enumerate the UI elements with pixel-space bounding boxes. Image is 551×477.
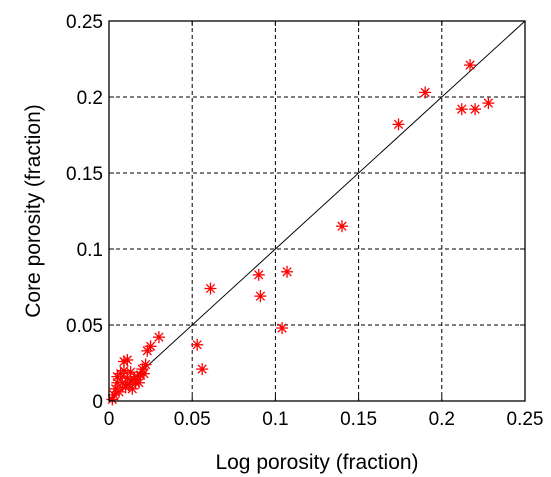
data-point — [121, 353, 134, 366]
y-tick-label: 0 — [92, 392, 103, 413]
x-tick-label: 0.05 — [174, 409, 211, 430]
y-tick-label: 0.2 — [77, 88, 103, 109]
y-axis-title: Core porosity (fraction) — [22, 104, 45, 318]
data-point — [254, 290, 267, 303]
plot-frame — [108, 20, 526, 402]
data-point — [392, 118, 405, 131]
data-point — [144, 340, 157, 353]
y-tick-labels: 0 0.05 0.1 0.15 0.2 0.25 — [66, 12, 103, 413]
data-point — [469, 103, 482, 116]
data-point — [464, 59, 477, 72]
data-point — [132, 376, 145, 389]
x-tick-label: 0.15 — [340, 409, 377, 430]
y-tick-label: 0.1 — [77, 240, 103, 261]
data-point — [252, 268, 265, 281]
data-point — [112, 385, 125, 398]
data-points — [106, 59, 495, 406]
data-point — [276, 322, 289, 335]
x-tick-label: 0 — [104, 409, 115, 430]
data-point — [281, 265, 294, 278]
data-point — [482, 97, 495, 110]
x-tick-labels: 0 0.05 0.1 0.15 0.2 0.25 — [104, 409, 544, 430]
data-point — [335, 220, 348, 233]
data-point — [455, 103, 468, 116]
data-point — [137, 367, 150, 380]
data-point — [152, 331, 165, 344]
reference-line-y-equals-x — [108, 20, 526, 402]
x-axis-title: Log porosity (fraction) — [215, 451, 418, 474]
data-point — [191, 338, 204, 351]
x-tick-label: 0.1 — [262, 409, 288, 430]
y-tick-label: 0.05 — [66, 316, 103, 337]
data-point — [419, 86, 432, 99]
data-point — [139, 358, 152, 371]
tick-marks — [108, 20, 526, 402]
x-tick-label: 0.25 — [507, 409, 544, 430]
x-tick-label: 0.2 — [429, 409, 455, 430]
y-tick-label: 0.15 — [66, 164, 103, 185]
data-point — [196, 363, 209, 376]
y-tick-label: 0.25 — [66, 12, 103, 33]
grid-lines — [109, 21, 525, 401]
data-point — [204, 282, 217, 295]
